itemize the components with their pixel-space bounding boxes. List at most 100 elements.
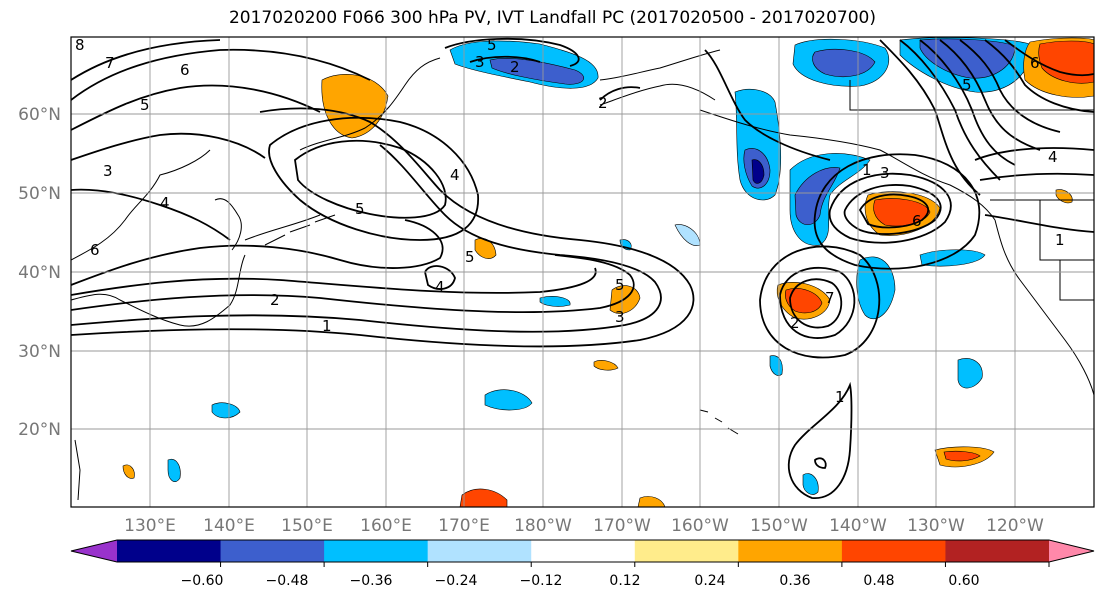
shade-region — [484, 389, 533, 411]
coastline — [214, 198, 242, 251]
lon-label: 170°E — [438, 516, 490, 536]
map-frame — [70, 36, 1095, 508]
colorbar-tick-label: 0.48 — [863, 573, 894, 589]
lat-label: 40°N — [18, 263, 61, 283]
coastline — [849, 80, 1094, 111]
contour-label: 2 — [790, 314, 800, 332]
shade-region — [1038, 40, 1094, 84]
colorbar-tick-label: 0.36 — [779, 573, 810, 589]
lon-label: 160°W — [671, 516, 729, 536]
lon-label: 120°W — [986, 516, 1044, 536]
map-title: 2017020200 F066 300 hPa PV, IVT Landfall… — [228, 8, 876, 28]
pv-contour — [843, 184, 942, 235]
contour-label: 6 — [180, 61, 190, 79]
graticule — [71, 37, 1094, 507]
lat-label: 60°N — [18, 105, 61, 125]
coastline — [71, 149, 211, 261]
lon-label: 150°E — [281, 516, 333, 536]
pv-contour — [858, 193, 930, 229]
colorbar-tick-label: −0.60 — [181, 573, 224, 589]
contour-label: 1 — [862, 161, 872, 179]
contour-label: 4 — [160, 194, 170, 212]
shade-region — [593, 360, 619, 371]
contour-label: 5 — [487, 36, 497, 54]
colorbar-tick-labels: −0.60 −0.48 −0.36 −0.24 −0.12 0.12 0.24 … — [181, 573, 980, 589]
pv-contour — [71, 254, 635, 314]
pv-contour — [813, 153, 981, 270]
pv-contour — [704, 49, 831, 161]
contour-label: 1 — [1055, 231, 1065, 249]
coastline — [599, 49, 721, 81]
colorbar-tick-label: 0.12 — [609, 573, 640, 589]
pv-contour — [71, 267, 597, 296]
colorbar-segment — [1049, 540, 1094, 562]
contour-label: 1 — [322, 317, 332, 335]
pv-contour — [71, 144, 662, 333]
lon-label: 130°W — [907, 516, 965, 536]
shade-region — [459, 488, 508, 507]
lon-label: 140°W — [829, 516, 887, 536]
colorbar-segment — [117, 540, 222, 562]
lon-label: 140°E — [203, 516, 255, 536]
lon-label: 150°W — [750, 516, 808, 536]
lat-label: 50°N — [18, 184, 61, 204]
shade-region — [751, 159, 765, 184]
pv-contour — [599, 86, 641, 101]
lon-label: 160°E — [360, 516, 412, 536]
pv-contour — [828, 172, 952, 244]
pv-contour — [787, 381, 853, 499]
coastline — [994, 219, 1094, 396]
contour-label: 5 — [140, 96, 150, 114]
lon-labels: 130°E 140°E 150°E 160°E 170°E 180°W 170°… — [124, 516, 1044, 536]
contour-label: 4 — [1048, 148, 1058, 166]
contour-label: 7 — [105, 54, 115, 72]
pv-contours — [71, 37, 1094, 499]
contour-label: 3 — [475, 53, 485, 71]
pv-contour — [1004, 39, 1094, 77]
colorbar-segment — [324, 540, 429, 562]
pv-contour — [71, 219, 444, 286]
contour-label: 6 — [1030, 54, 1040, 72]
pv-contour — [268, 116, 479, 241]
contour-label: 3 — [880, 164, 890, 182]
lon-label: 130°E — [124, 516, 176, 536]
lon-label: 180°W — [514, 516, 572, 536]
coastline — [599, 83, 716, 106]
contour-label: 2 — [270, 291, 280, 309]
colorbar-tick-label: 0.60 — [948, 573, 979, 589]
pv-contour — [294, 139, 447, 219]
shade-region — [489, 58, 585, 85]
colorbar-segment — [71, 540, 117, 562]
colorbar-tick-label: −0.12 — [520, 573, 563, 589]
pv-contour — [71, 132, 266, 161]
contour-label: 5 — [615, 276, 625, 294]
contour-label: 5 — [465, 248, 475, 266]
pv-contour — [71, 84, 321, 131]
contour-label: 8 — [75, 36, 85, 54]
pv-contour — [759, 245, 881, 359]
contour-label: 3 — [103, 162, 113, 180]
shade-region — [637, 496, 666, 507]
shade-region — [211, 402, 241, 419]
colorbar-ticks — [220, 562, 1050, 567]
colorbar-tick-label: −0.24 — [435, 573, 478, 589]
colorbar-tick-label: −0.48 — [266, 573, 309, 589]
shade-region — [122, 464, 135, 479]
shade-region — [943, 450, 981, 462]
pv-contour — [814, 457, 827, 469]
contour-label: 5 — [355, 200, 365, 218]
pv-contour — [984, 214, 1094, 233]
map-field: 8 7 6 5 3 4 5 6 5 4 2 1 5 3 2 5 4 3 2 1 … — [71, 36, 1094, 507]
pv-contour — [71, 48, 371, 101]
coastline — [74, 439, 81, 501]
contour-label: 1 — [835, 388, 845, 406]
contour-label: 2 — [510, 58, 520, 76]
pv-contour — [959, 39, 1061, 133]
colorbar-outline — [70, 539, 1095, 563]
pv-contour — [71, 107, 695, 348]
shade-region — [957, 358, 983, 389]
colorbar-segment — [841, 540, 946, 562]
contour-label: 2 — [598, 94, 608, 112]
pv-contour — [979, 172, 1094, 181]
